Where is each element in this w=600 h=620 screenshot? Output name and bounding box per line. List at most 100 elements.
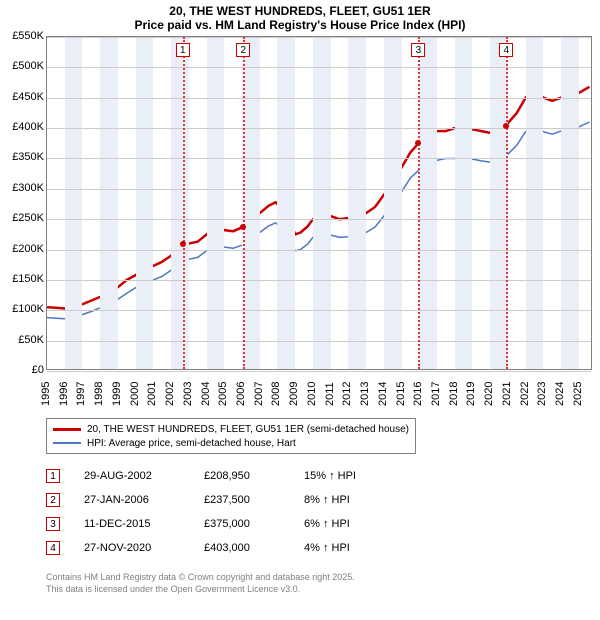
event-marker-4: 4: [499, 43, 513, 57]
x-axis-label: 2001: [146, 374, 158, 414]
x-axis-label: 2006: [235, 374, 247, 414]
year-band: [313, 37, 331, 369]
y-axis-label: £0: [2, 364, 44, 376]
gridline-h: [47, 280, 591, 281]
year-band: [526, 37, 544, 369]
event-marker-1: 1: [176, 43, 190, 57]
x-axis-label: 2013: [359, 374, 371, 414]
x-axis-label: 2011: [324, 374, 336, 414]
table-price: £403,000: [204, 542, 304, 554]
footer-line1: Contains HM Land Registry data © Crown c…: [46, 572, 355, 584]
table-pct: 6% ↑ HPI: [304, 518, 404, 530]
y-axis-label: £300K: [2, 182, 44, 194]
legend-item: 20, THE WEST HUNDREDS, FLEET, GU51 1ER (…: [53, 422, 409, 436]
table-row: 1 29-AUG-2002£208,95015% ↑ HPI: [46, 464, 404, 488]
legend: 20, THE WEST HUNDREDS, FLEET, GU51 1ER (…: [46, 418, 416, 454]
x-axis-label: 1996: [58, 374, 70, 414]
gridline-h: [47, 128, 591, 129]
x-axis-label: 2004: [200, 374, 212, 414]
year-band: [277, 37, 295, 369]
legend-label: HPI: Average price, semi-detached house,…: [87, 438, 296, 449]
footer-attribution: Contains HM Land Registry data © Crown c…: [46, 572, 355, 595]
year-band: [490, 37, 508, 369]
table-pct: 4% ↑ HPI: [304, 542, 404, 554]
x-axis-label: 2002: [164, 374, 176, 414]
year-band: [384, 37, 402, 369]
x-axis-label: 2015: [395, 374, 407, 414]
event-line: [183, 37, 185, 369]
footer-line2: This data is licensed under the Open Gov…: [46, 584, 355, 596]
table-price: £208,950: [204, 470, 304, 482]
title-address: 20, THE WEST HUNDREDS, FLEET, GU51 1ER: [0, 4, 600, 18]
year-band: [171, 37, 189, 369]
table-price: £375,000: [204, 518, 304, 530]
chart-area: 1234 £0£50K£100K£150K£200K£250K£300K£350…: [0, 36, 600, 396]
y-axis-label: £400K: [2, 121, 44, 133]
price-dot-3: [415, 140, 421, 146]
chart-container: 20, THE WEST HUNDREDS, FLEET, GU51 1ER P…: [0, 0, 600, 620]
legend-swatch: [53, 428, 81, 431]
x-axis-label: 2014: [377, 374, 389, 414]
event-line: [418, 37, 420, 369]
x-axis-label: 2016: [412, 374, 424, 414]
x-axis-label: 2012: [341, 374, 353, 414]
y-axis-label: £150K: [2, 273, 44, 285]
gridline-h: [47, 98, 591, 99]
gridline-h: [47, 250, 591, 251]
gridline-h: [47, 310, 591, 311]
year-band: [455, 37, 473, 369]
x-axis-label: 2017: [430, 374, 442, 414]
table-date: 27-JAN-2006: [84, 494, 204, 506]
table-row: 4 27-NOV-2020£403,0004% ↑ HPI: [46, 536, 404, 560]
title-block: 20, THE WEST HUNDREDS, FLEET, GU51 1ER P…: [0, 0, 600, 32]
gridline-h: [47, 158, 591, 159]
event-marker-3: 3: [411, 43, 425, 57]
y-axis-label: £350K: [2, 151, 44, 163]
x-axis-label: 2020: [483, 374, 495, 414]
price-table: 1 29-AUG-2002£208,95015% ↑ HPI 2 27-JAN-200…: [46, 464, 404, 560]
x-axis-label: 2000: [129, 374, 141, 414]
x-axis-label: 1995: [40, 374, 52, 414]
table-pct: 8% ↑ HPI: [304, 494, 404, 506]
x-axis-label: 2003: [182, 374, 194, 414]
table-date: 27-NOV-2020: [84, 542, 204, 554]
price-dot-4: [503, 123, 509, 129]
event-line: [243, 37, 245, 369]
plot-area: 1234: [46, 36, 592, 370]
x-axis-label: 2023: [536, 374, 548, 414]
event-line: [506, 37, 508, 369]
x-axis-label: 2025: [572, 374, 584, 414]
x-axis-label: 2024: [554, 374, 566, 414]
table-event-num: 3: [46, 517, 60, 531]
year-band: [348, 37, 366, 369]
title-subtitle: Price paid vs. HM Land Registry's House …: [0, 18, 600, 32]
y-axis-label: £250K: [2, 212, 44, 224]
legend-label: 20, THE WEST HUNDREDS, FLEET, GU51 1ER (…: [87, 424, 409, 435]
table-date: 11-DEC-2015: [84, 518, 204, 530]
legend-item: HPI: Average price, semi-detached house,…: [53, 436, 409, 450]
gridline-h: [47, 371, 591, 372]
table-event-num: 1: [46, 469, 60, 483]
y-axis-label: £550K: [2, 30, 44, 42]
table-event-num: 4: [46, 541, 60, 555]
y-axis-label: £500K: [2, 60, 44, 72]
price-dot-2: [240, 224, 246, 230]
y-axis-label: £450K: [2, 91, 44, 103]
gridline-h: [47, 37, 591, 38]
y-axis-label: £200K: [2, 243, 44, 255]
x-axis-label: 2008: [270, 374, 282, 414]
x-axis-label: 2007: [253, 374, 265, 414]
gridline-h: [47, 219, 591, 220]
y-axis-label: £100K: [2, 303, 44, 315]
table-date: 29-AUG-2002: [84, 470, 204, 482]
table-event-num: 2: [46, 493, 60, 507]
price-dot-1: [180, 241, 186, 247]
x-axis-label: 2022: [519, 374, 531, 414]
year-band: [65, 37, 83, 369]
legend-swatch: [53, 442, 81, 444]
x-axis-label: 2018: [448, 374, 460, 414]
table-pct: 15% ↑ HPI: [304, 470, 404, 482]
y-axis-label: £50K: [2, 334, 44, 346]
gridline-h: [47, 341, 591, 342]
gridline-h: [47, 67, 591, 68]
